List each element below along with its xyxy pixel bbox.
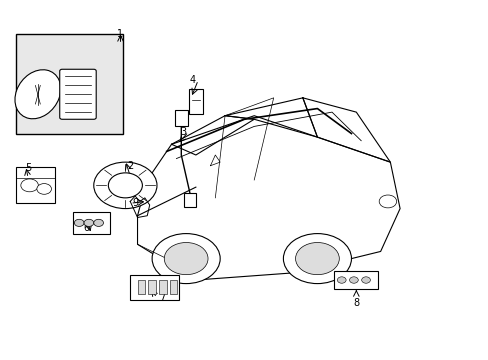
Bar [73,212,110,234]
Circle shape [337,277,346,283]
Text: 8: 8 [352,298,359,308]
Circle shape [164,243,207,275]
Circle shape [21,179,38,192]
Text: 5: 5 [25,163,31,173]
Circle shape [378,195,396,208]
Circle shape [361,277,370,283]
Text: 6: 6 [83,223,89,233]
Text: 3: 3 [180,127,186,137]
Circle shape [108,173,142,198]
Ellipse shape [15,70,61,119]
Text: 2: 2 [127,161,133,171]
Text: 4: 4 [189,75,196,85]
Text: 7: 7 [159,293,165,303]
Circle shape [94,219,103,226]
Bar [16,167,55,203]
Circle shape [349,277,358,283]
Text: 9: 9 [132,198,139,208]
Circle shape [283,234,351,284]
Bar [148,280,156,294]
Bar [334,271,377,289]
Bar [130,275,179,300]
Circle shape [94,162,157,208]
Circle shape [84,219,94,226]
Bar [169,280,177,294]
Circle shape [295,243,339,275]
Bar [159,280,166,294]
FancyBboxPatch shape [60,69,96,119]
Bar [137,280,145,294]
Bar [188,89,203,114]
Text: 1: 1 [117,29,123,39]
Bar [183,193,196,207]
Bar [175,111,187,126]
Polygon shape [137,116,399,280]
Circle shape [74,219,84,226]
Circle shape [37,184,51,194]
Bar [16,33,122,134]
Circle shape [152,234,220,284]
